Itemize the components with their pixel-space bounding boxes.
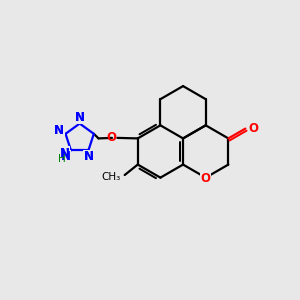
Text: N: N xyxy=(54,124,64,137)
Text: N: N xyxy=(75,110,85,124)
Text: N: N xyxy=(59,147,69,160)
Text: O: O xyxy=(106,131,116,144)
Text: N: N xyxy=(83,151,93,164)
Text: O: O xyxy=(248,122,258,135)
Text: H: H xyxy=(58,154,65,164)
Text: N: N xyxy=(75,110,85,124)
Text: O: O xyxy=(201,172,211,185)
Text: N: N xyxy=(61,151,70,164)
Text: N: N xyxy=(83,151,93,164)
Text: N: N xyxy=(54,124,64,137)
Text: CH₃: CH₃ xyxy=(102,172,121,182)
Text: N: N xyxy=(59,147,69,160)
